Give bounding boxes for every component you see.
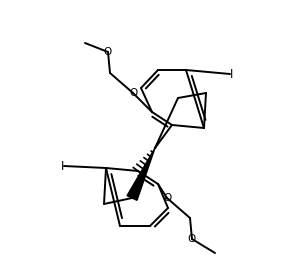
Text: I: I xyxy=(230,68,233,81)
Text: O: O xyxy=(104,47,112,57)
Text: I: I xyxy=(61,159,64,172)
Text: O: O xyxy=(129,88,137,98)
Polygon shape xyxy=(127,148,155,200)
Text: O: O xyxy=(188,234,196,244)
Text: O: O xyxy=(163,193,171,203)
